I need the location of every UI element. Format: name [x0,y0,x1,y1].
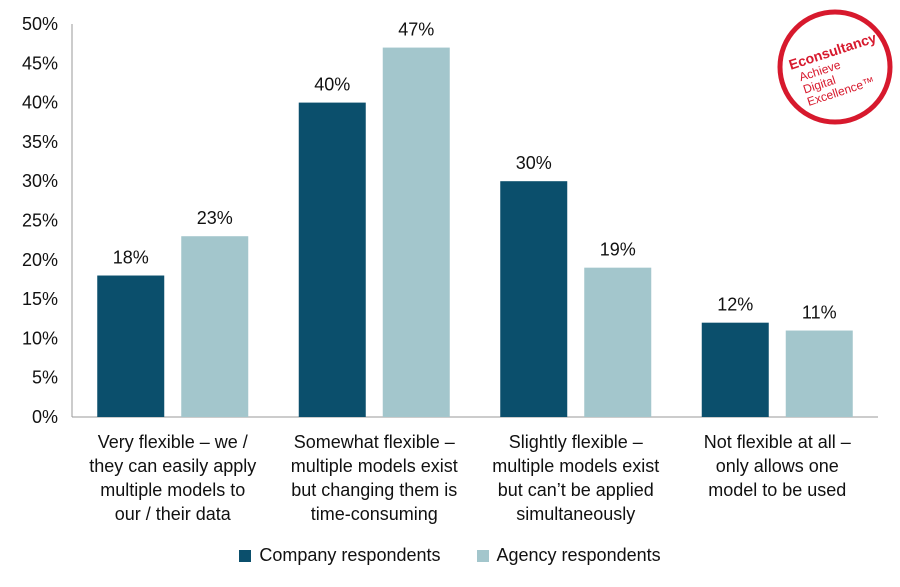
bar-agency [785,330,853,417]
data-label: 47% [398,20,434,40]
legend-label-company: Company respondents [259,545,441,565]
y-tick-label: 45% [22,53,58,73]
y-tick-label: 5% [32,368,58,388]
y-tick-label: 15% [22,289,58,309]
data-label: 30% [516,153,552,173]
y-tick-label: 25% [22,211,58,231]
bar-company [701,322,769,417]
econsultancy-logo: Econsultancy Achieve Digital Excellence™ [777,9,893,125]
data-label: 40% [314,75,350,95]
y-tick-label: 50% [22,14,58,34]
y-tick-label: 40% [22,93,58,113]
y-tick-label: 10% [22,328,58,348]
bar-agency [584,267,652,417]
y-tick-label: 35% [22,132,58,152]
data-label: 23% [197,208,233,228]
category-label: Not flexible at all – only allows one mo… [703,432,851,500]
y-tick-label: 30% [22,171,58,191]
category-label: Slightly flexible – multiple models exis… [492,432,660,524]
y-tick-label: 20% [22,250,58,270]
legend-swatch-company [239,549,252,562]
data-label: 12% [717,295,753,315]
bar-chart: 0% 5% 10% 15% 20% 25% 30% 35% 40% 45% 50% 18% 23% 40%… [22,14,878,427]
category-label: Very flexible – we / they can easily app… [89,432,257,524]
legend-item-agency: Agency respondents [476,545,661,566]
bar-agency [382,47,450,417]
legend-swatch-agency [476,549,489,562]
y-tick-label: 0% [32,407,58,427]
category-label: Somewhat flexible – multiple models exis… [290,432,458,524]
bar-agency [181,236,249,417]
bar-company [97,275,165,417]
data-label: 18% [113,248,149,268]
legend: Company respondents Agency respondents [0,545,900,566]
bar-company [500,181,568,417]
legend-label-agency: Agency respondents [496,545,661,565]
bar-company [298,102,366,417]
legend-item-company: Company respondents [239,545,441,566]
data-label: 11% [802,303,837,323]
data-label: 19% [600,240,636,260]
